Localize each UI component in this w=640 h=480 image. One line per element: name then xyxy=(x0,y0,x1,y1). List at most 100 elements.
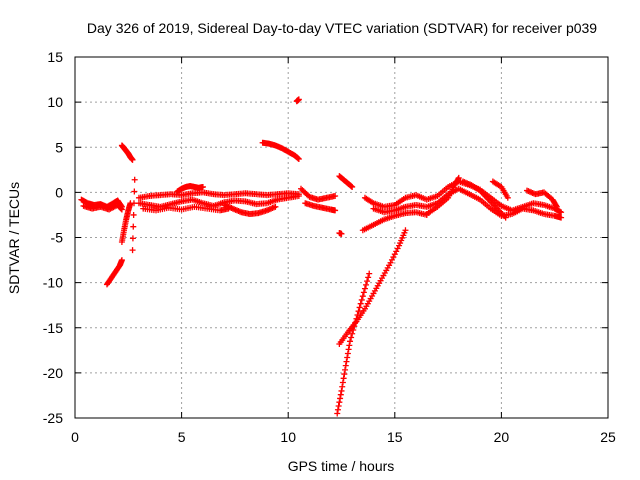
data-point xyxy=(332,192,339,199)
y-tick-label: -10 xyxy=(43,275,63,291)
data-point xyxy=(339,383,346,390)
data-point xyxy=(337,395,344,402)
data-point xyxy=(354,311,361,318)
x-tick-label: 0 xyxy=(71,429,79,445)
series-arc-e xyxy=(118,200,134,246)
data-point xyxy=(130,211,137,218)
data-point xyxy=(553,203,560,210)
data-point xyxy=(340,375,347,382)
series-arc-w xyxy=(423,174,462,218)
series-arc-q xyxy=(336,229,345,237)
data-point xyxy=(363,281,370,288)
data-point xyxy=(364,278,371,285)
data-point xyxy=(118,205,125,212)
x-axis-label: GPS time / hours xyxy=(288,458,395,474)
data-point xyxy=(295,96,302,103)
data-point xyxy=(199,183,206,190)
data-point xyxy=(334,410,341,417)
data-point xyxy=(347,338,354,345)
y-axis-label: SDTVAR / TECUs xyxy=(6,182,22,294)
data-point xyxy=(365,274,372,281)
grid xyxy=(75,57,608,418)
data-point xyxy=(394,245,401,252)
data-point xyxy=(348,334,355,341)
series-arc-m xyxy=(293,96,302,105)
data-point xyxy=(344,350,351,357)
x-tick-label: 25 xyxy=(600,429,616,445)
series-arc-d xyxy=(118,142,136,163)
data-point xyxy=(342,362,349,369)
series-arc-s xyxy=(334,270,373,417)
data-point xyxy=(295,155,302,162)
series-arc-l xyxy=(259,139,302,162)
series-arc-p xyxy=(336,173,356,190)
axis-ticks: 0 5 10 15 20 25 15 10 5 0 -5 -10 -15 -20 -25 xyxy=(43,49,616,445)
data-point xyxy=(344,354,351,361)
data-point xyxy=(455,176,462,183)
data-point xyxy=(352,319,359,326)
data-point xyxy=(553,202,560,209)
data-point xyxy=(131,188,138,195)
data-point xyxy=(336,399,343,406)
data-point xyxy=(129,247,136,254)
series-arc-y xyxy=(489,178,511,201)
series-arc-j xyxy=(221,202,279,218)
y-tick-label: 15 xyxy=(47,49,63,65)
data-point xyxy=(337,391,344,398)
data-point xyxy=(118,257,125,264)
y-tick-label: 0 xyxy=(55,184,63,200)
data-point xyxy=(504,194,511,201)
series-arc-r xyxy=(336,227,409,347)
data-points xyxy=(78,96,565,417)
data-point xyxy=(339,379,346,386)
data-point xyxy=(343,358,350,365)
data-point xyxy=(357,300,364,307)
data-point xyxy=(131,176,138,183)
y-tick-label: 10 xyxy=(47,94,63,110)
data-point xyxy=(355,308,362,315)
data-point xyxy=(393,248,400,255)
data-point xyxy=(388,256,395,263)
data-point xyxy=(345,346,352,353)
data-point xyxy=(558,209,565,216)
series-arc-i xyxy=(140,203,232,214)
data-point xyxy=(342,366,349,373)
series-arc-c xyxy=(103,257,125,288)
data-point xyxy=(455,174,462,181)
chart-title: Day 326 of 2019, Sidereal Day-to-day VTE… xyxy=(87,20,597,36)
data-point xyxy=(349,183,356,190)
data-point xyxy=(338,230,345,237)
y-tick-label: 5 xyxy=(55,139,63,155)
data-point xyxy=(346,342,353,349)
data-point xyxy=(129,156,136,163)
data-point xyxy=(272,203,279,210)
y-tick-label: -25 xyxy=(43,410,63,426)
y-tick-label: -20 xyxy=(43,365,63,381)
series-arc-k xyxy=(174,183,206,195)
data-point xyxy=(558,214,565,221)
x-tick-label: 20 xyxy=(494,429,510,445)
data-point xyxy=(118,206,125,213)
data-point xyxy=(351,323,358,330)
data-point xyxy=(341,371,348,378)
y-tick-label: -5 xyxy=(51,230,64,246)
series-arc-x xyxy=(460,178,509,221)
data-point xyxy=(129,235,136,242)
series-arc-z xyxy=(523,187,560,210)
data-point xyxy=(334,406,341,413)
data-point xyxy=(390,254,397,261)
series-arc-o xyxy=(302,200,339,214)
data-point xyxy=(359,293,366,300)
series-arc-h xyxy=(135,192,302,210)
data-point xyxy=(332,207,339,214)
data-point xyxy=(366,270,373,277)
series-arc-f xyxy=(129,176,138,254)
data-point xyxy=(349,330,356,337)
x-tick-label: 15 xyxy=(387,429,403,445)
x-tick-label: 10 xyxy=(280,429,296,445)
y-tick-label: -15 xyxy=(43,320,63,336)
data-point xyxy=(402,227,409,234)
data-point xyxy=(353,315,360,322)
series-arc-n xyxy=(297,185,339,203)
